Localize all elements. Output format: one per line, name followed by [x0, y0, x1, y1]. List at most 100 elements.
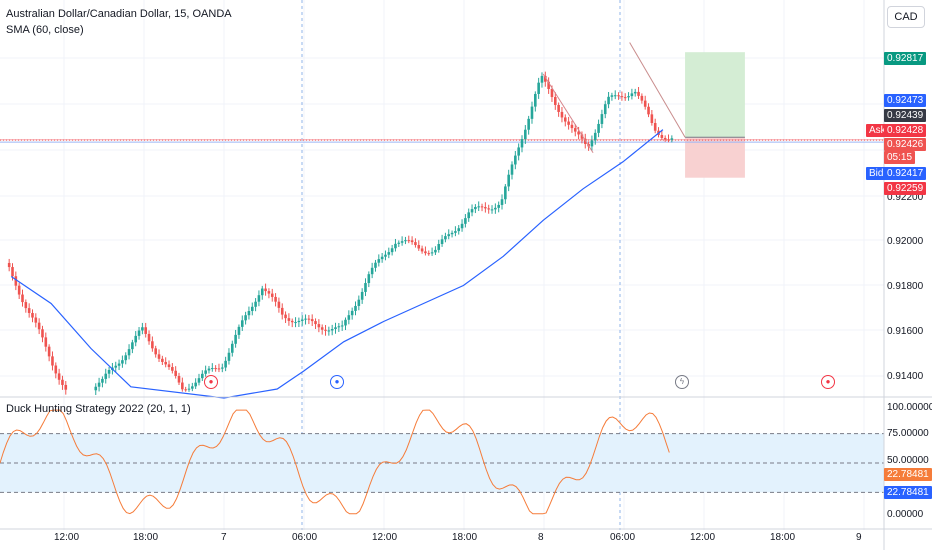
candlestick-series [7, 71, 674, 396]
price-tick: 0.92200 [887, 192, 924, 203]
candle-body [260, 288, 264, 296]
candle-body [230, 343, 234, 353]
osc-value-tag: 22.78481 [884, 468, 932, 481]
candle-body [460, 223, 464, 229]
trend-line [542, 73, 594, 154]
candle-body [334, 327, 337, 330]
candle-body [610, 95, 614, 97]
candle-body [570, 124, 574, 129]
candle-body [530, 106, 534, 119]
candle-body [447, 234, 451, 237]
candle-body [410, 240, 414, 243]
candle-body [560, 111, 564, 118]
candle-body [457, 228, 461, 232]
oscillator-line [0, 409, 670, 515]
candle-body [104, 373, 108, 379]
trend-lines [542, 42, 686, 154]
candle-body [204, 370, 207, 374]
candle-body [324, 329, 327, 331]
candle-body [151, 341, 154, 349]
candle-body [274, 296, 277, 302]
candle-body [244, 315, 247, 321]
candle-body [267, 291, 271, 294]
candle-body [380, 256, 384, 260]
candle-body [97, 382, 101, 387]
candle-body [517, 147, 520, 156]
candle-body [64, 384, 68, 390]
candle-body [553, 97, 557, 105]
candle-body [220, 367, 224, 369]
candle-body [444, 236, 447, 240]
candle-body [27, 308, 31, 313]
candle-body [264, 288, 267, 292]
candle-body [480, 206, 484, 208]
lightning-icon[interactable]: ϟ [675, 375, 689, 389]
candle-body [197, 378, 201, 383]
candle-body [390, 248, 394, 253]
candle-body [257, 295, 261, 302]
candle-body [307, 318, 311, 320]
candle-body [94, 386, 98, 391]
oscillator-pane [0, 409, 884, 515]
candle-body [427, 253, 431, 255]
candle-body [374, 262, 377, 268]
candle-body [11, 267, 14, 277]
target-price-tag: 0.92817 [884, 52, 927, 65]
candle-body [660, 135, 664, 138]
candle-body [340, 325, 344, 327]
candle-body [304, 318, 307, 320]
candle-body [214, 368, 217, 370]
candle-body [590, 140, 594, 147]
candle-body [397, 242, 401, 244]
candle-body [633, 91, 637, 94]
candle-body [347, 315, 351, 320]
economic-event-icon[interactable]: ● [204, 375, 218, 389]
candle-body [161, 358, 164, 362]
candle-body [510, 164, 514, 175]
candle-body [537, 82, 540, 94]
candle-body [563, 117, 567, 122]
candle-body [147, 333, 151, 342]
candle-body [101, 378, 104, 383]
candle-body [527, 118, 530, 130]
candle-body [61, 379, 64, 385]
time-tick: 18:00 [452, 532, 478, 543]
candle-body [270, 293, 274, 297]
candle-body [201, 373, 204, 379]
osc-tick: 100.00000 [887, 402, 932, 413]
economic-event-icon[interactable]: ● [330, 375, 344, 389]
candle-body [21, 294, 24, 303]
candle-body [300, 319, 304, 321]
osc-tick: 0.00000 [887, 509, 924, 520]
candle-body [54, 365, 58, 374]
candle-body [41, 329, 44, 338]
target-zone [685, 52, 745, 138]
trend-line [629, 42, 686, 138]
candle-body [191, 386, 194, 389]
candle-body [430, 252, 434, 254]
candle-body [364, 283, 367, 292]
candle-body [643, 100, 647, 107]
candle-body [297, 320, 301, 323]
candle-body [174, 370, 177, 376]
candle-body [131, 342, 134, 350]
candle-body [287, 318, 291, 321]
candle-body [181, 382, 184, 390]
candle-body [250, 306, 254, 312]
candle-body [7, 263, 11, 268]
currency-button[interactable]: CAD [887, 6, 925, 28]
candle-body [317, 324, 321, 328]
candle-body [534, 93, 537, 107]
candle-body [424, 251, 427, 254]
candle-body [137, 330, 141, 336]
candle-body [217, 368, 221, 370]
position-zones [685, 52, 745, 178]
candle-body [240, 320, 244, 327]
candle-body [670, 138, 674, 140]
ask-price-tag: 0.92428 [884, 124, 927, 137]
candle-body [434, 249, 437, 253]
candle-body [360, 291, 364, 300]
economic-event-icon[interactable]: ● [821, 375, 835, 389]
candle-body [47, 346, 51, 357]
